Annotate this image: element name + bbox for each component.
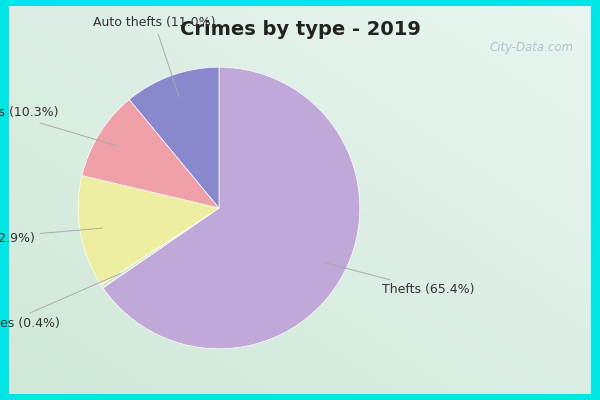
Wedge shape bbox=[129, 67, 219, 208]
Text: Assaults (10.3%): Assaults (10.3%) bbox=[0, 106, 118, 146]
Wedge shape bbox=[82, 100, 219, 208]
Text: City-Data.com: City-Data.com bbox=[490, 41, 574, 54]
Text: Auto thefts (11.0%): Auto thefts (11.0%) bbox=[93, 16, 215, 97]
Text: Burglaries (12.9%): Burglaries (12.9%) bbox=[0, 228, 103, 246]
Text: Robberies (0.4%): Robberies (0.4%) bbox=[0, 274, 121, 330]
Wedge shape bbox=[103, 67, 360, 349]
Wedge shape bbox=[78, 176, 219, 285]
Text: Crimes by type - 2019: Crimes by type - 2019 bbox=[179, 20, 421, 38]
Wedge shape bbox=[101, 208, 219, 288]
Text: Thefts (65.4%): Thefts (65.4%) bbox=[324, 262, 475, 296]
